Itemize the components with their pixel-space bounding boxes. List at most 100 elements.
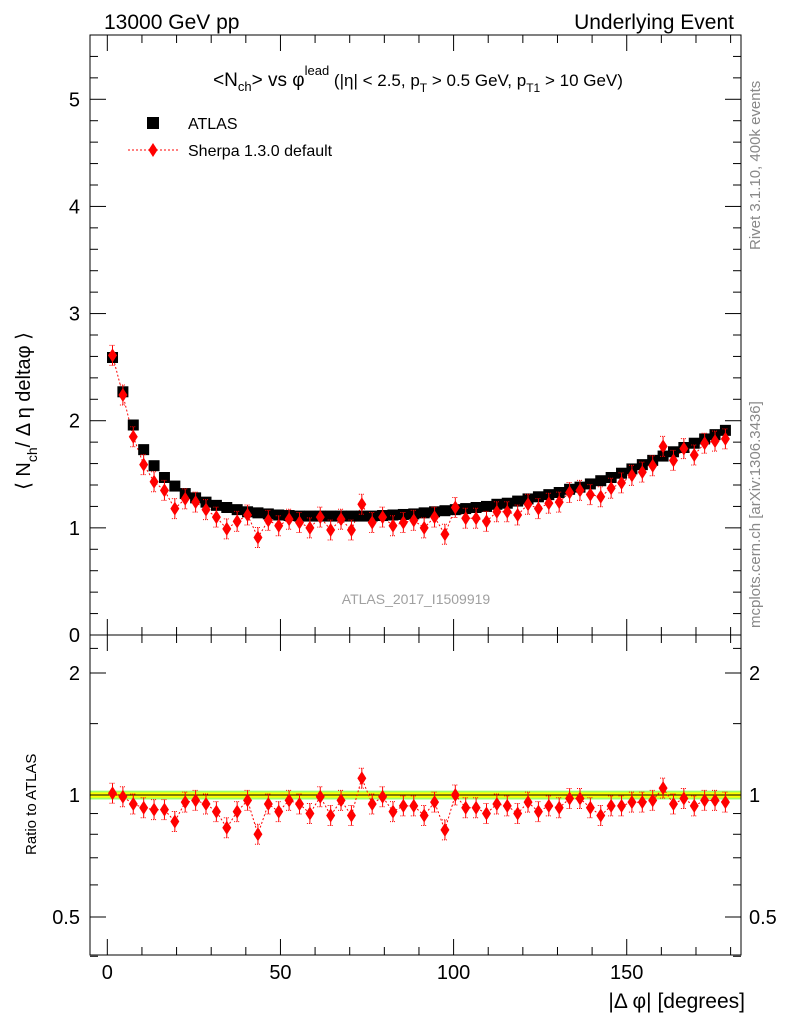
ratio-data-point [461,800,471,815]
mcplots-credit-text: mcplots.cern.ch [arXiv:1306.3436] [747,401,764,628]
atlas-data-point [512,495,524,507]
ratio-data-point [471,800,481,815]
ratio-data-point [274,804,284,819]
sherpa-data-point [378,510,388,525]
rivet-version-text: Rivet 3.1.10, 400k events [747,81,764,250]
ratio-data-point [637,795,647,810]
main-title: <Nch> vs φlead (|η| < 2.5, pT > 0.5 GeV,… [213,63,623,95]
atlas-data-point [439,505,451,517]
sherpa-data-point [222,521,232,536]
atlas-data-point [304,510,316,522]
sherpa-data-point [294,515,304,530]
sherpa-data-point [118,388,128,402]
ratio-data-point [346,808,356,823]
ratio-data-point [170,814,180,829]
ratio-data-point [502,798,512,813]
ratio-data-point [430,795,440,810]
atlas-data-point [221,502,233,513]
sherpa-data-point [128,429,138,444]
ratio-y-tick-label-right: 1 [749,785,760,807]
sherpa-data-point [471,511,481,526]
ratio-data-point [211,804,221,819]
sherpa-data-point [481,514,491,529]
ratio-data-point [596,808,606,823]
sherpa-data-point [461,511,471,526]
sherpa-data-point [492,504,502,519]
ratio-data-point [108,786,118,801]
ratio-data-point [565,791,575,806]
atlas-data-point [418,507,430,519]
ratio-data-point [336,793,346,808]
atlas-data-point [532,491,544,503]
x-tick-label: 100 [437,962,470,984]
sherpa-data-point [627,468,637,483]
sherpa-data-point [700,436,710,451]
x-tick-label: 0 [102,962,113,984]
ratio-data-point [191,793,201,808]
ratio-data-point [658,781,668,796]
sherpa-data-point [357,497,367,512]
ratio-data-point [419,808,429,823]
atlas-data-point [273,509,285,521]
ratio-data-point [243,793,253,808]
ratio-data-point [357,771,367,786]
sherpa-data-point [409,513,419,528]
axes [89,34,742,957]
atlas-data-point [148,460,160,472]
ratio-data-point [128,797,138,812]
legend-atlas-marker [147,117,159,129]
atlas-data-point [345,510,357,522]
ratio-data-point [710,793,720,808]
sherpa-data-point [637,465,647,480]
atlas-data-point [138,444,150,456]
ratio-data-point [481,806,491,821]
ratio-data-point [294,797,304,812]
atlas-data-point [688,437,700,449]
ratio-data-point [201,797,211,812]
ratio-data-point [222,820,232,835]
sherpa-data-point [689,448,699,462]
sherpa-data-point [440,527,450,542]
sherpa-data-point [668,453,678,468]
ratio-data-point [679,791,689,806]
sherpa-data-point [565,485,575,500]
ratio-data-point [440,822,450,837]
sherpa-data-point [585,487,595,502]
sherpa-data-point [274,518,284,533]
atlas-data-point [480,500,492,512]
sherpa-data-point [243,508,253,522]
ratio-data-point [263,797,273,812]
sherpa-data-point [596,489,606,504]
sherpa-data-point [139,457,149,472]
sherpa-data-point [263,513,273,528]
atlas-data-point [210,499,222,511]
sherpa-data-point [658,439,668,454]
main-y-tick-label: 4 [69,196,80,218]
ratio-y-axis-label: Ratio to ATLAS [23,754,40,855]
sherpa-data-point [305,520,315,535]
ratio-y-tick-label: 2 [69,663,80,685]
atlas-data-point [387,509,399,521]
main-y-axis-label: ⟨ Nch/ Δ η deltaφ ⟩ [13,332,40,490]
ratio-data-point [398,798,408,813]
ratio-data-point [305,806,315,821]
sherpa-data-point [513,508,523,522]
sherpa-data-point [170,501,180,516]
atlas-data-point [605,472,617,483]
header-left: 13000 GeV pp [104,11,239,34]
sherpa-data-point [544,496,554,511]
ratio-data-point [544,798,554,813]
ratio-data-point [253,827,263,842]
legend-atlas-label: ATLAS [188,116,238,133]
atlas-data-point [158,472,170,483]
ratio-data-point [284,793,294,808]
ratio-data-point [627,795,637,810]
sherpa-data-point [232,514,242,529]
x-tick-label: 50 [269,962,291,984]
sherpa-data-point [284,512,294,527]
atlas-data-point [127,419,139,431]
legend: ATLAS Sherpa 1.3.0 default [128,116,333,160]
ratio-data-point [315,789,325,804]
sherpa-data-point [159,483,169,498]
